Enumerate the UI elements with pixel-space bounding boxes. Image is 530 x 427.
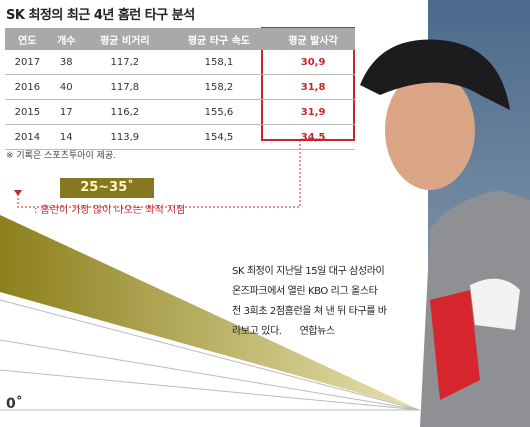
player-arm bbox=[430, 290, 480, 400]
helmet bbox=[360, 39, 510, 110]
elbow-guard bbox=[470, 278, 520, 330]
column-header: 평균 비거리 bbox=[82, 28, 167, 50]
angle-range: 25~35˚ bbox=[60, 178, 154, 198]
cell: 2017 bbox=[5, 50, 50, 75]
column-header: 평균 발사각 bbox=[271, 28, 355, 50]
caption-line: SK 최정이 지난달 15일 대구 삼성라이 bbox=[232, 266, 385, 277]
cell: 155,6 bbox=[166, 99, 272, 125]
stats-table: 연도 개수 평균 비거리 평균 타구 속도 평균 발사각 2017 38 117,2 158,… bbox=[5, 28, 355, 150]
header-row: 연도 개수 평균 비거리 평균 타구 속도 평균 발사각 bbox=[5, 28, 355, 50]
credit: 연합뉴스 bbox=[299, 326, 336, 337]
caption-line: 전 3회초 2점홈런을 쳐 낸 뒤 타구를 바 bbox=[232, 306, 387, 317]
cell: 31,8 bbox=[271, 74, 355, 100]
leader-line bbox=[17, 140, 301, 208]
caption-line: 온즈파크에서 열린 KBO 리그 올스타 bbox=[232, 286, 378, 297]
cell: 14 bbox=[49, 124, 83, 150]
cell: 17 bbox=[49, 99, 83, 125]
cell: 2014 bbox=[5, 124, 50, 150]
cell: 154,5 bbox=[166, 124, 272, 150]
cell: 34,5 bbox=[271, 124, 355, 150]
column-header: 개수 bbox=[49, 28, 83, 50]
table-row: 2016 40 117,8 158,2 31,8 bbox=[5, 74, 355, 100]
cell: 2015 bbox=[5, 99, 50, 125]
player-face bbox=[385, 70, 475, 190]
cell: 117,8 bbox=[82, 74, 167, 100]
title: SK 최정의 최근 4년 홈런 타구 분석 bbox=[6, 8, 195, 23]
cell: 40 bbox=[49, 74, 83, 100]
zero-angle: 0˚ bbox=[6, 396, 23, 412]
table-row: 2015 17 116,2 155,6 31,9 bbox=[5, 99, 355, 125]
leader-arrow bbox=[14, 190, 22, 196]
cell: 158,2 bbox=[166, 74, 272, 100]
cell: 113,9 bbox=[82, 124, 167, 150]
table-row: 2014 14 113,9 154,5 34,5 bbox=[5, 124, 355, 150]
table-body: 2017 38 117,2 158,1 30,9 2016 40 117,8 158,2 31,8… bbox=[5, 50, 355, 150]
caption-line: 라보고 있다. 연합뉴스 bbox=[232, 326, 336, 337]
cell: 2016 bbox=[5, 74, 50, 100]
ground-lines bbox=[0, 299, 421, 411]
cell: 117,2 bbox=[82, 50, 167, 75]
annotation: : 홈런이 가장 많이 나오는 최적 지점 bbox=[34, 205, 186, 216]
table-row: 2017 38 117,2 158,1 30,9 bbox=[5, 50, 355, 75]
angle-wedge bbox=[0, 215, 420, 410]
cell: 38 bbox=[49, 50, 83, 75]
cell: 31,9 bbox=[271, 99, 355, 125]
cell: 116,2 bbox=[82, 99, 167, 125]
cell: 158,1 bbox=[166, 50, 272, 75]
cell: 30,9 bbox=[271, 50, 355, 75]
note: ※ 기록은 스포츠투아이 제공. bbox=[6, 151, 117, 161]
column-header: 평균 타구 속도 bbox=[166, 28, 272, 50]
column-header: 연도 bbox=[5, 28, 50, 50]
